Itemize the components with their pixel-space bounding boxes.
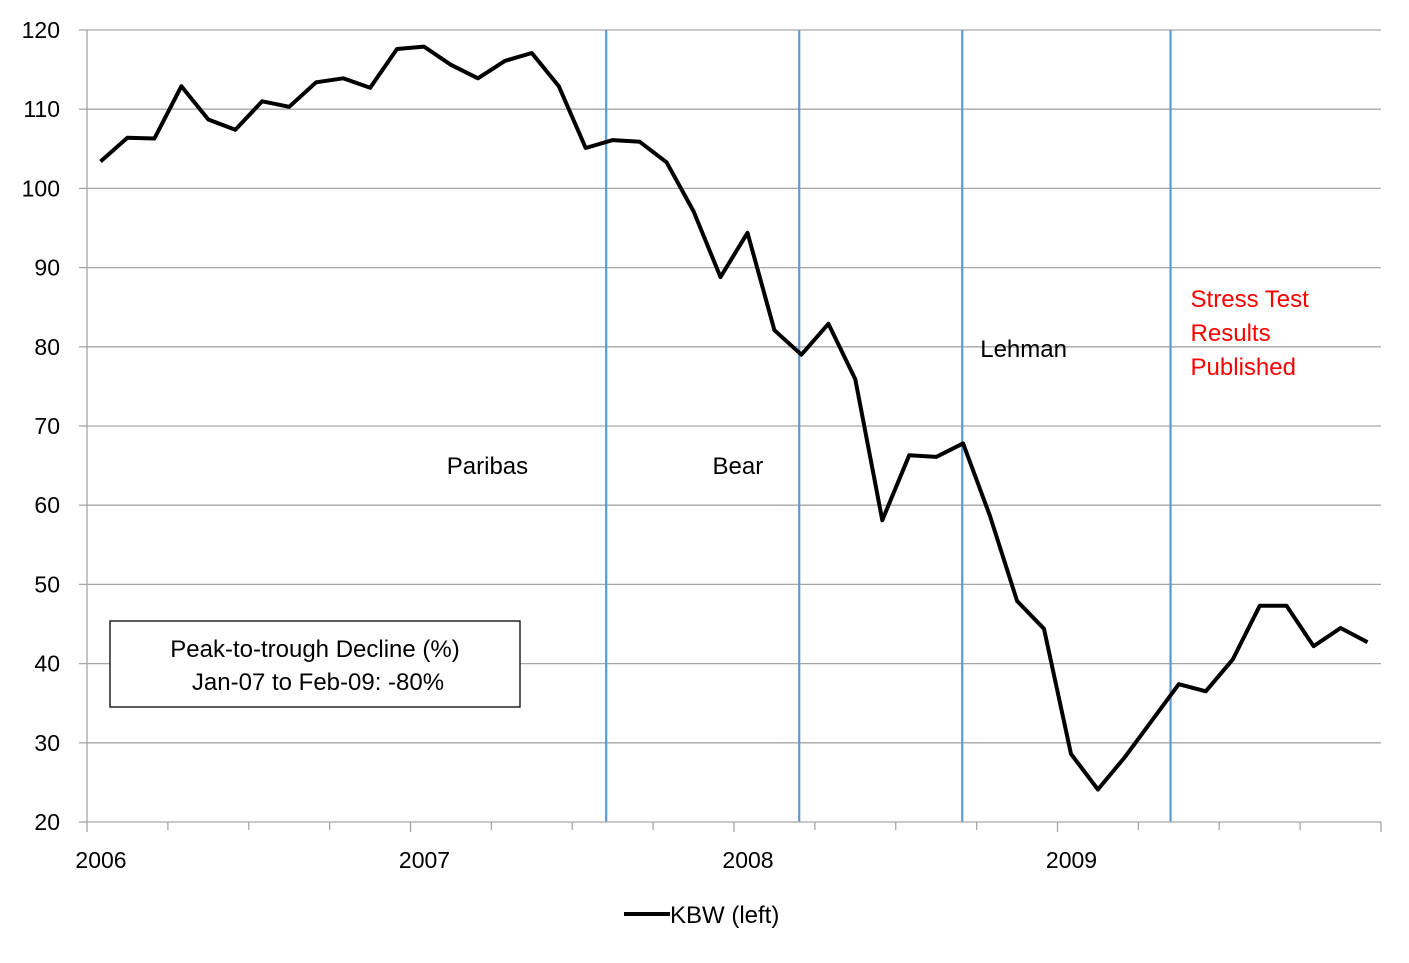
series-line-kbw (99, 44, 1369, 792)
stress-test-label: Stress Test (1191, 286, 1310, 313)
x-tick-label: 2008 (722, 847, 773, 873)
series-layer (99, 44, 1369, 792)
x-tick-label: 2006 (75, 847, 126, 873)
y-tick-label: 70 (34, 413, 60, 439)
y-tick-label: 90 (34, 255, 60, 281)
x-tick-label: 2009 (1046, 847, 1097, 873)
y-tick-label: 50 (34, 571, 60, 597)
labels: 20 30 40 50 60 70 80 90 100 110 120 2006 2007 2008 200… (22, 17, 1310, 873)
decline-annotation: Peak-to-trough Decline (%) Jan-07 to Feb… (109, 620, 521, 708)
event-lines (605, 30, 1172, 822)
annotation-box (109, 620, 521, 708)
y-tick-label: 20 (34, 809, 60, 835)
y-tick-label: 120 (22, 17, 60, 43)
event-label: Bear (713, 453, 764, 480)
axes (79, 29, 1382, 832)
stress-test-label: Results (1191, 320, 1271, 347)
event-label: Paribas (447, 453, 528, 480)
legend-label: KBW (left) (670, 902, 779, 929)
y-tick-label: 40 (34, 651, 60, 677)
legend: KBW (left) (624, 902, 779, 929)
annotation-line-2: Jan-07 to Feb-09: -80% (192, 669, 444, 696)
y-tick-label: 30 (34, 730, 60, 756)
x-tick-label: 2007 (399, 847, 450, 873)
y-tick-label: 110 (23, 96, 60, 122)
y-tick-label: 60 (34, 492, 60, 518)
event-label: Lehman (980, 336, 1067, 363)
annotation-line-1: Peak-to-trough Decline (%) (170, 636, 459, 663)
y-tick-label: 100 (22, 175, 60, 201)
stress-test-label: Published (1191, 354, 1296, 381)
y-tick-label: 80 (34, 334, 60, 360)
